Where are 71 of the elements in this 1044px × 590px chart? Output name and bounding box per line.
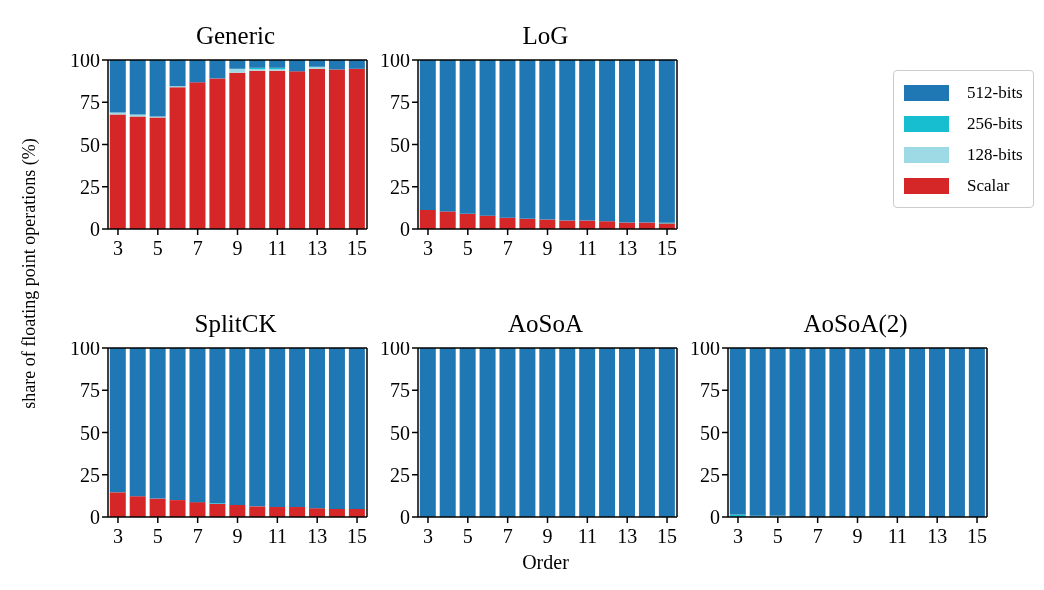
x-tick-label: 9	[852, 525, 863, 547]
y-tick-label: 50	[80, 133, 100, 156]
x-tick-label: 15	[657, 525, 678, 547]
y-tick-label: 50	[390, 421, 410, 444]
x-tick-label: 3	[732, 525, 743, 547]
x-tick-label: 9	[232, 237, 243, 259]
x-tick-label: 9	[232, 525, 243, 547]
y-tick-label: 0	[90, 506, 100, 529]
x-tick-label: 11	[577, 237, 597, 259]
chart-title: AoSoA	[507, 309, 584, 339]
x-tick-label: 15	[657, 237, 678, 259]
x-tick-label: 15	[967, 525, 988, 547]
y-tick-label: 25	[80, 463, 100, 486]
x-tick-label: 7	[502, 525, 513, 547]
legend-label: Scalar	[967, 175, 1010, 196]
y-tick-label: 75	[390, 91, 410, 114]
y-tick-label: 75	[390, 379, 410, 402]
y-tick-label: 75	[80, 379, 100, 402]
x-tick-label: 3	[112, 237, 123, 259]
x-tick-label: 15	[347, 237, 368, 259]
y-tick-label: 100	[70, 49, 100, 72]
chart-title: LoG	[521, 21, 570, 51]
y-tick-label: 75	[700, 379, 720, 402]
x-tick-label: 11	[887, 525, 907, 547]
x-tick-label: 5	[772, 525, 783, 547]
x-tick-label: 11	[267, 237, 287, 259]
y-tick-label: 0	[710, 506, 720, 529]
legend-label: 256-bits	[967, 113, 1023, 134]
x-tick-label: 9	[542, 525, 553, 547]
y-tick-label: 100	[690, 337, 720, 360]
x-tick-label: 5	[462, 525, 473, 547]
y-tick-label: 100	[70, 337, 100, 360]
y-tick-label: 25	[390, 175, 410, 198]
y-tick-label: 100	[380, 337, 410, 360]
chart-title: SplitCK	[193, 309, 278, 339]
x-tick-label: 11	[577, 525, 597, 547]
y-axis-title: share of floating point operations (%)	[18, 137, 40, 409]
x-tick-label: 7	[192, 525, 203, 547]
y-tick-label: 50	[80, 421, 100, 444]
y-tick-label: 0	[400, 506, 410, 529]
x-tick-label: 13	[307, 237, 328, 259]
x-tick-label: 13	[927, 525, 948, 547]
x-tick-label: 13	[617, 237, 638, 259]
x-tick-label: 13	[307, 525, 328, 547]
y-tick-label: 100	[380, 49, 410, 72]
legend-label: 512-bits	[967, 82, 1023, 103]
x-tick-label: 7	[192, 237, 203, 259]
x-tick-label: 11	[267, 525, 287, 547]
x-tick-label: 7	[502, 237, 513, 259]
x-tick-label: 15	[347, 525, 368, 547]
y-tick-label: 25	[80, 175, 100, 198]
x-tick-label: 3	[422, 237, 433, 259]
x-axis-title: Order	[521, 551, 570, 574]
x-tick-label: 3	[112, 525, 123, 547]
x-tick-label: 7	[812, 525, 823, 547]
legend-label: 128-bits	[967, 144, 1023, 165]
x-tick-label: 5	[152, 525, 163, 547]
x-tick-label: 9	[542, 237, 553, 259]
y-tick-label: 0	[400, 218, 410, 241]
chart-title: Generic	[194, 21, 277, 51]
y-tick-label: 50	[700, 421, 720, 444]
y-tick-label: 50	[390, 133, 410, 156]
y-tick-label: 0	[90, 218, 100, 241]
x-tick-label: 13	[617, 525, 638, 547]
y-tick-label: 75	[80, 91, 100, 114]
x-tick-label: 5	[152, 237, 163, 259]
y-tick-label: 25	[700, 463, 720, 486]
x-tick-label: 5	[462, 237, 473, 259]
x-tick-label: 3	[422, 525, 433, 547]
y-tick-label: 25	[390, 463, 410, 486]
chart-title: AoSoA(2)	[802, 309, 909, 340]
